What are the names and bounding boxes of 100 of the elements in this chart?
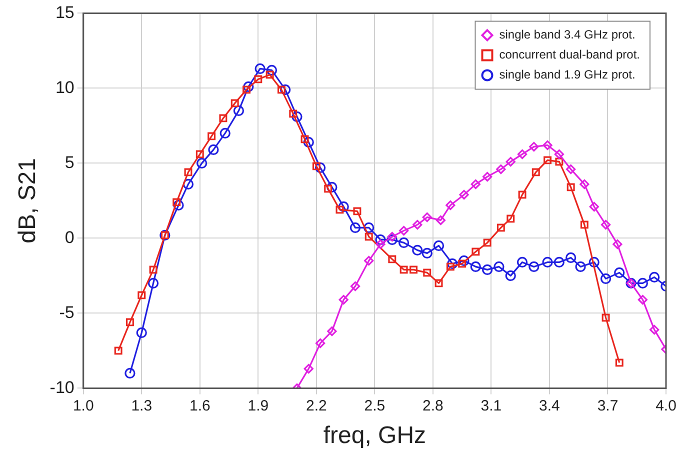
point (518, 190, 526, 199)
x-axis-title: freq, GHz (323, 422, 426, 450)
point (528, 261, 540, 272)
point (516, 256, 528, 268)
point (242, 86, 250, 94)
x-tick-label: 1.3 (131, 397, 152, 414)
x-tick-label: 1.6 (189, 397, 210, 414)
point (542, 256, 553, 268)
point (447, 258, 458, 269)
point (364, 256, 374, 266)
point (312, 162, 320, 170)
point (208, 132, 216, 140)
point (114, 346, 122, 355)
x-tick-label: 2.2 (306, 397, 327, 414)
point (575, 261, 586, 272)
point (376, 239, 386, 249)
point (410, 266, 418, 274)
point (149, 266, 158, 274)
point (472, 248, 480, 256)
point (386, 234, 398, 245)
point (517, 149, 528, 159)
x-tick-label: 3.1 (480, 397, 502, 414)
point (350, 281, 360, 291)
point (589, 202, 599, 212)
point (400, 266, 408, 274)
point (650, 324, 660, 334)
point (580, 179, 590, 189)
point (470, 261, 481, 272)
point (230, 99, 239, 108)
point (566, 164, 576, 174)
point (303, 136, 314, 148)
point (316, 338, 326, 348)
point (555, 158, 564, 166)
point (398, 237, 410, 248)
point (136, 327, 147, 338)
point (196, 150, 204, 158)
point (375, 234, 386, 245)
point (326, 182, 338, 192)
point (446, 262, 454, 271)
point (289, 110, 298, 118)
point (172, 198, 181, 206)
point (126, 318, 134, 326)
point (324, 184, 332, 193)
point (554, 149, 564, 159)
legend-label: concurrent dual-band prot. (499, 48, 640, 62)
point (446, 200, 456, 210)
point (529, 142, 539, 152)
y-tick-label: 10 (55, 78, 74, 97)
point (138, 291, 146, 300)
point (506, 214, 515, 223)
point (124, 368, 136, 378)
point (338, 294, 348, 304)
point (304, 364, 314, 374)
point (612, 239, 622, 249)
point (184, 168, 192, 176)
point (254, 75, 262, 84)
point (458, 255, 470, 266)
point (364, 222, 374, 233)
point (300, 135, 309, 144)
point (505, 270, 516, 281)
point (422, 212, 432, 222)
point (638, 294, 648, 304)
point (602, 314, 610, 322)
point (482, 172, 492, 182)
point (327, 326, 337, 336)
y-tick-label: 15 (55, 2, 74, 22)
x-tick-label: 1.9 (248, 397, 269, 414)
y-tick-label: -10 (50, 378, 74, 397)
point (315, 162, 326, 173)
point (494, 261, 504, 272)
x-tick-label: 2.5 (364, 397, 386, 414)
point (544, 156, 552, 164)
point (243, 81, 254, 92)
point (470, 179, 480, 189)
point (566, 183, 575, 192)
legend-label: single band 1.9 GHz prot. (499, 68, 636, 82)
point (173, 200, 184, 210)
x-tick-label: 3.4 (539, 397, 560, 414)
point (506, 156, 516, 166)
point (266, 64, 278, 76)
point (588, 256, 600, 268)
point (350, 222, 361, 233)
point (280, 84, 291, 95)
point (182, 178, 194, 190)
point (399, 226, 409, 236)
point (615, 358, 624, 367)
x-tick-label: 2.8 (422, 397, 444, 414)
point (336, 206, 344, 214)
x-tick-label: 3.7 (597, 397, 618, 414)
point (196, 158, 208, 168)
point (422, 248, 432, 258)
point (254, 63, 266, 74)
point (496, 164, 506, 174)
point (600, 273, 612, 284)
point (496, 224, 505, 232)
point (423, 268, 432, 277)
point (637, 278, 648, 288)
point (338, 201, 349, 212)
point (412, 220, 422, 230)
y-axis-title: dB, S21 (14, 158, 42, 244)
